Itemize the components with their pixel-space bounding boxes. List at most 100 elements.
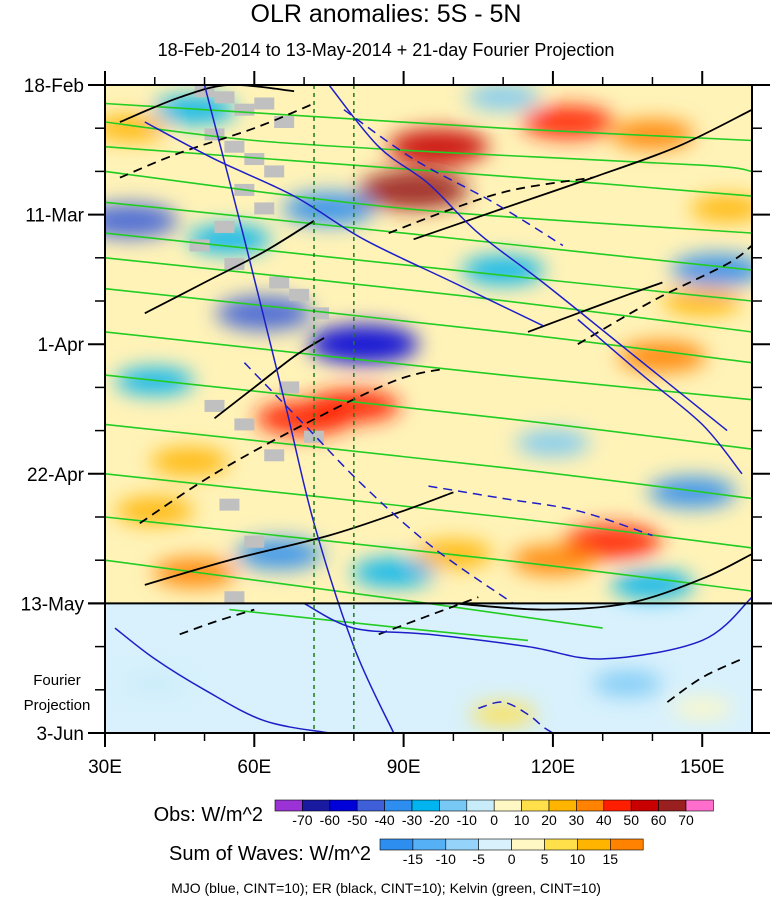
colorbars: Obs: W/m^2 -70 -60 -50 -40 -30 -20 -10 0 10 20 30 40…	[154, 799, 714, 867]
anomaly-blob-19	[105, 203, 179, 238]
y-tick-label-1: 11-Mar	[25, 206, 84, 227]
missing-cell-3	[254, 97, 275, 110]
waves-colorbar-swatch-4	[511, 838, 545, 851]
x-tick-label-4: 150E	[680, 757, 724, 778]
anomaly-blob-24	[352, 557, 436, 588]
er-contour-3	[527, 281, 663, 333]
contour-legend: MJO (blue, CINT=10); ER (black, CINT=10)…	[171, 880, 601, 896]
obs-colorbar-swatch-3	[356, 799, 385, 812]
anomaly-blob-17	[216, 296, 313, 331]
obs-colorbar-swatch-4	[384, 799, 413, 812]
waves-colorbar-swatch-5	[544, 838, 578, 851]
projection-label-0: Fourier	[33, 672, 81, 689]
kelvin-contour-6	[105, 257, 752, 333]
obs-colorbar-label: Obs: W/m^2	[154, 804, 263, 826]
missing-cell-14	[269, 276, 290, 289]
waves-colorbar-swatch-7	[609, 838, 644, 851]
missing-cell-24	[224, 591, 245, 604]
obs-colorbar-level-3: -40	[374, 812, 394, 828]
anomaly-blob-12	[690, 195, 752, 222]
obs-colorbar-swatch-10	[548, 799, 577, 812]
x-tick-label-1: 60E	[237, 757, 271, 778]
kelvin-contour-9	[105, 374, 752, 450]
er-contour-11	[179, 608, 255, 636]
missing-cell-2	[234, 103, 255, 116]
missing-cell-13	[224, 257, 245, 270]
er-contour-5	[144, 491, 454, 586]
reference-lines	[313, 85, 355, 733]
mjo-contour-9	[478, 701, 554, 733]
missing-cell-7	[244, 153, 265, 166]
anomaly-blob-0	[387, 128, 489, 165]
obs-colorbar-swatch-5	[411, 799, 440, 812]
obs-colorbar-swatch-13	[630, 799, 659, 812]
waves-colorbar-swatch-3	[478, 838, 512, 851]
waves-colorbar-swatch-2	[445, 838, 479, 851]
er-contours	[119, 85, 752, 703]
obs-colorbar-level-4: -30	[402, 812, 422, 828]
kelvin-contour-3	[105, 170, 752, 234]
missing-cell-16	[309, 307, 330, 320]
kelvin-contour-14	[229, 608, 529, 642]
obs-colorbar-swatch-12	[603, 799, 632, 812]
waves-colorbar-swatch-6	[577, 838, 611, 851]
missing-cell-6	[224, 140, 245, 153]
missing-cell-8	[264, 165, 285, 178]
chart-title: OLR anomalies: 5S - 5N	[250, 0, 522, 28]
missing-cell-11	[214, 220, 235, 233]
waves-colorbar-level-1: -10	[436, 851, 456, 867]
obs-colorbar-swatch-1	[302, 799, 331, 812]
anomaly-blob-33	[671, 697, 733, 720]
y-tick-label-0: 18-Feb	[24, 76, 84, 97]
er-contour-7	[119, 102, 315, 179]
obs-colorbar-level-7: 0	[490, 812, 498, 828]
missing-cell-23	[244, 535, 265, 548]
anomaly-blob-1	[358, 170, 469, 210]
missing-cell-21	[264, 449, 285, 462]
obs-colorbar-level-5: -20	[429, 812, 449, 828]
er-contour-13	[666, 658, 743, 703]
x-tick-label-3: 120E	[531, 757, 575, 778]
anomaly-blob-8	[618, 340, 707, 373]
kelvin-contour-12	[105, 516, 752, 592]
obs-colorbar-level-1: -60	[320, 812, 340, 828]
mjo-contour-0	[144, 121, 544, 327]
waves-colorbar-level-4: 5	[541, 851, 549, 867]
anomaly-blob-18	[282, 192, 375, 225]
anomaly-blob-3	[610, 119, 694, 150]
plot-frame	[104, 84, 753, 734]
waves-colorbar-level-5: 10	[570, 851, 586, 867]
obs-colorbar-level-2: -50	[347, 812, 367, 828]
missing-cell-22	[219, 498, 240, 511]
mjo-contour-8	[428, 485, 653, 537]
anomaly-blob-21	[461, 255, 545, 285]
kelvin-contour-1	[105, 121, 752, 173]
anomaly-blob-16	[308, 324, 419, 364]
obs-colorbar-level-8: 10	[514, 812, 530, 828]
anomaly-blob-32	[470, 702, 536, 727]
obs-colorbar-level-13: 60	[651, 812, 667, 828]
missing-cell-17	[279, 381, 300, 394]
er-contour-10	[139, 368, 444, 524]
mjo-contour-5	[114, 627, 330, 733]
waves-colorbar-label: Sum of Waves: W/m^2	[169, 843, 371, 865]
y-tick-label-2: 1-Apr	[38, 335, 85, 356]
anomaly-field	[105, 85, 752, 727]
mjo-contour-3	[577, 318, 743, 475]
projection-background	[105, 603, 752, 733]
x-tick-label-0: 30E	[88, 757, 122, 778]
obs-colorbar-swatch-14	[658, 799, 687, 812]
obs-colorbar-swatch-9	[521, 799, 550, 812]
obs-colorbar-level-9: 20	[541, 812, 557, 828]
anomaly-blob-27	[671, 253, 752, 287]
er-contour-12	[378, 596, 479, 636]
er-contour-2	[144, 220, 315, 315]
obs-colorbar-level-6: -10	[457, 812, 477, 828]
kelvin-contour-4	[105, 201, 752, 271]
kelvin-contour-10	[105, 423, 752, 500]
missing-cell-19	[234, 418, 255, 431]
er-contour-0	[119, 85, 295, 123]
obs-colorbar-level-12: 50	[623, 812, 639, 828]
waves-colorbar-swatch-1	[412, 838, 447, 851]
kelvin-contour-5	[105, 232, 752, 302]
